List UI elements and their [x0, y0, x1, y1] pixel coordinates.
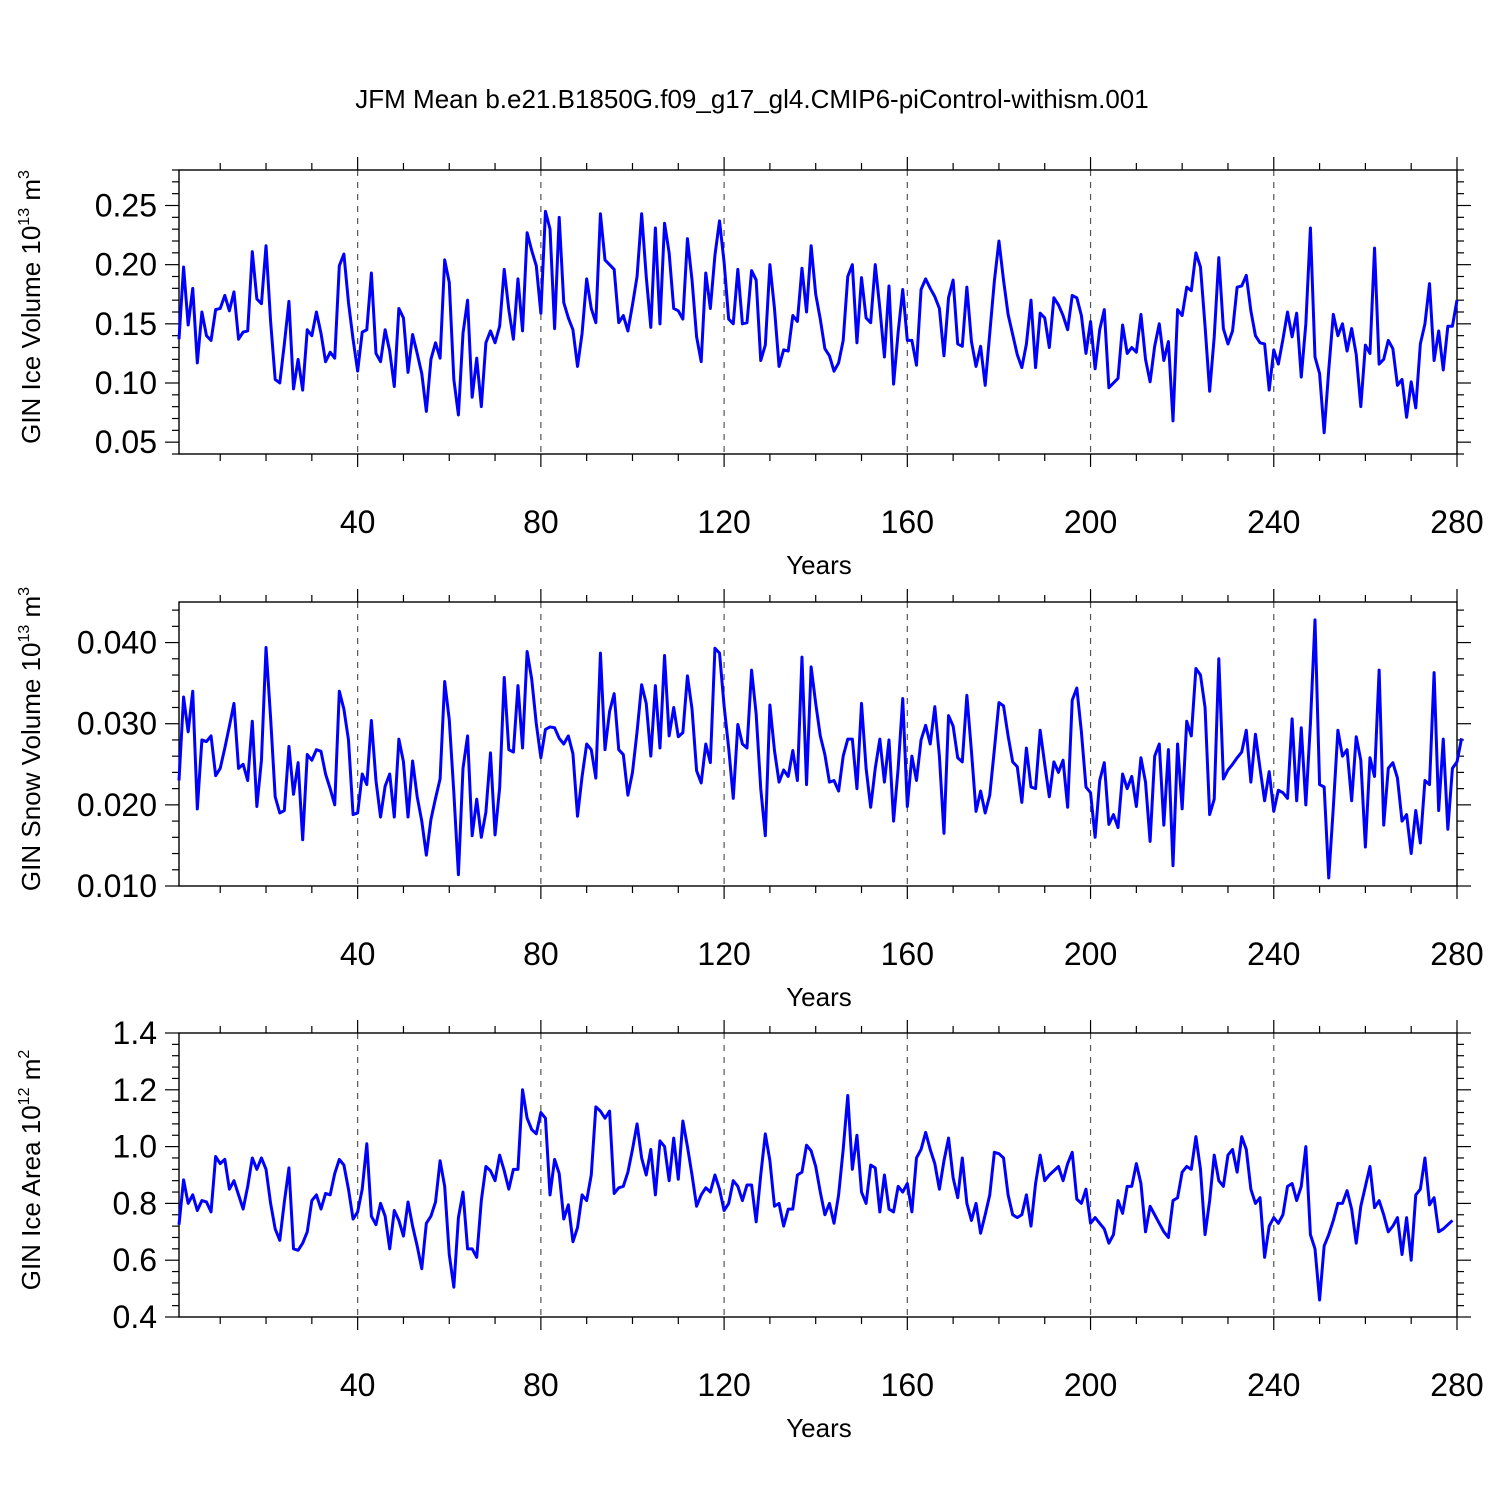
plot-frame	[178, 601, 1458, 887]
y-tick-label: 0.020	[77, 787, 157, 823]
y-axis-label-part: 13	[16, 208, 33, 226]
y-axis-label: GIN Ice Area 1012 m2	[16, 1050, 46, 1291]
x-axis-label: Years	[786, 1413, 852, 1443]
y-tick-label: 0.030	[77, 706, 157, 742]
x-tick-label: 280	[1430, 936, 1483, 972]
y-axis-label-part: 12	[16, 1087, 33, 1105]
y-axis-label-part: m	[16, 596, 46, 625]
series-line	[177, 618, 1464, 880]
y-tick-label: 0.20	[95, 247, 157, 283]
y-axis-label-part: GIN Ice Volume 10	[16, 226, 46, 444]
x-tick-label: 120	[697, 1367, 750, 1403]
y-axis-label-part: GIN Ice Area 10	[16, 1105, 46, 1290]
x-tick-label: 240	[1247, 504, 1300, 540]
y-tick-label: 1.0	[113, 1129, 157, 1165]
y-axis-label-part: 2	[16, 1050, 33, 1059]
y-tick-label: 0.6	[113, 1242, 157, 1278]
y-axis-label: GIN Snow Volume 1013 m3	[16, 587, 46, 891]
x-tick-label: 280	[1430, 1367, 1483, 1403]
x-tick-label: 120	[697, 936, 750, 972]
x-tick-label: 160	[881, 936, 934, 972]
x-axis-label: Years	[786, 982, 852, 1012]
x-tick-label: 240	[1247, 1367, 1300, 1403]
y-tick-label: 0.040	[77, 625, 157, 661]
panel-3: 0.4 0.6 0.8 1.0 1.2 1.4 40 80 120 160 200 240 280 Yea…	[16, 1015, 1484, 1443]
plot-frame	[178, 1032, 1458, 1318]
x-tick-label: 160	[881, 504, 934, 540]
y-tick-label: 0.05	[95, 424, 157, 460]
x-tick-label: 200	[1064, 936, 1117, 972]
y-tick-label: 1.4	[113, 1015, 157, 1051]
x-tick-label: 240	[1247, 936, 1300, 972]
y-axis-label-part: m	[16, 179, 46, 208]
y-tick-label: 1.2	[113, 1072, 157, 1108]
x-tick-label: 40	[340, 504, 376, 540]
y-tick-label: 0.25	[95, 188, 157, 224]
y-axis-label-part: 13	[16, 625, 33, 643]
y-axis-label: GIN Ice Volume 1013 m3	[16, 170, 46, 444]
x-tick-label: 160	[881, 1367, 934, 1403]
x-tick-label: 80	[523, 504, 559, 540]
series-line	[177, 1088, 1454, 1302]
x-tick-label: 80	[523, 1367, 559, 1403]
x-tick-label: 40	[340, 1367, 376, 1403]
y-tick-label: 0.8	[113, 1185, 157, 1221]
x-tick-label: 80	[523, 936, 559, 972]
x-tick-label: 200	[1064, 1367, 1117, 1403]
y-tick-label: 0.4	[113, 1299, 157, 1335]
chart-title: JFM Mean b.e21.B1850G.f09_g17_gl4.CMIP6-…	[355, 84, 1148, 114]
y-tick-label: 0.15	[95, 306, 157, 342]
y-tick-label: 0.010	[77, 868, 157, 904]
y-axis-label-part: m	[16, 1059, 46, 1088]
panel-1: 0.05 0.10 0.15 0.20 0.25 40 80 120 160 200 240 280 Y…	[16, 157, 1484, 580]
x-tick-label: 200	[1064, 504, 1117, 540]
panel-2: 0.010 0.020 0.030 0.040 40 80 120 160 200 240 280 Y…	[16, 587, 1484, 1012]
y-tick-label: 0.10	[95, 365, 157, 401]
x-axis-label: Years	[786, 550, 852, 580]
y-axis-label-part: GIN Snow Volume 10	[16, 643, 46, 892]
plot-frame	[178, 169, 1458, 455]
series-line	[177, 209, 1459, 435]
x-tick-label: 120	[697, 504, 750, 540]
y-axis-label-part: 3	[16, 170, 33, 179]
y-axis-label-part: 3	[16, 587, 33, 596]
x-tick-label: 40	[340, 936, 376, 972]
x-tick-label: 280	[1430, 504, 1483, 540]
